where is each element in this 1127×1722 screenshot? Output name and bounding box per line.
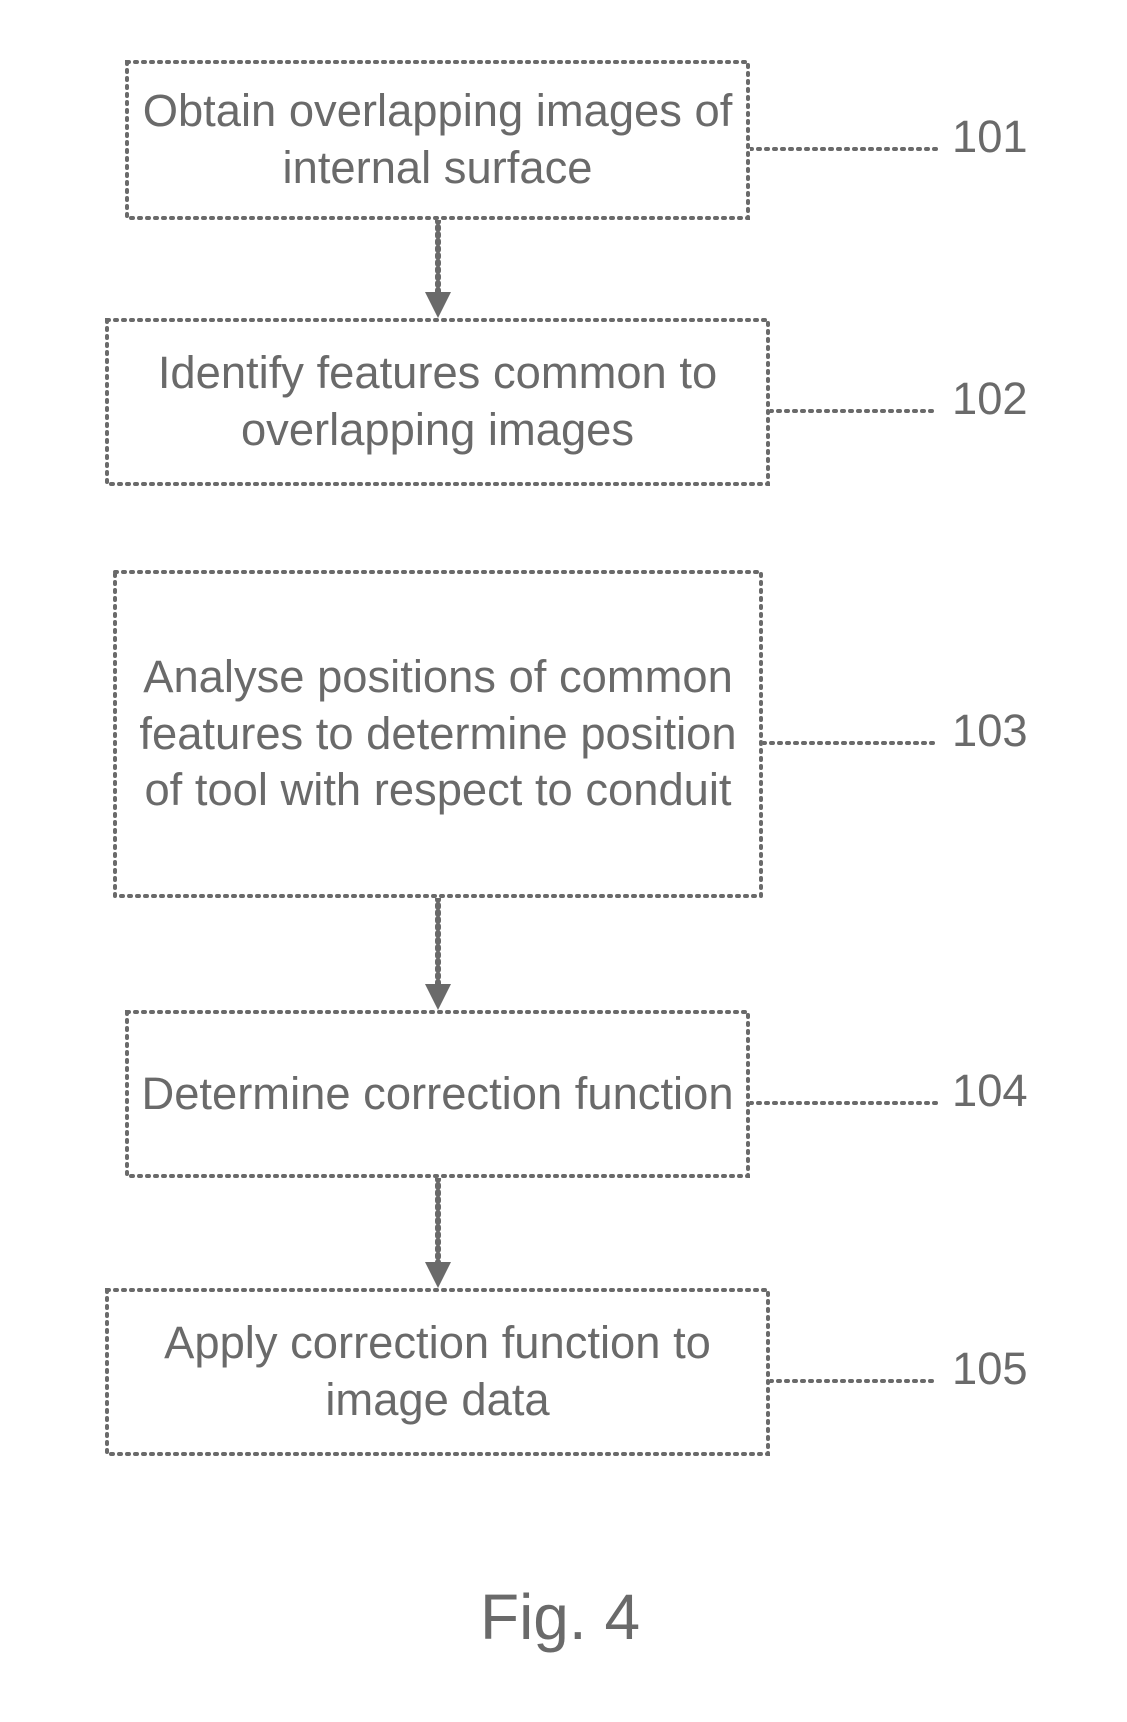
- flow-node-label: 105: [952, 1343, 1028, 1395]
- flow-node-n2: Identify features common to overlapping …: [105, 318, 770, 486]
- flow-edge: [425, 220, 451, 318]
- figure-canvas: Obtain overlapping images of internal su…: [0, 0, 1127, 1722]
- flow-node-n4: Determine correction function: [125, 1010, 750, 1178]
- label-connector: [750, 138, 938, 142]
- flow-edge: [425, 1178, 451, 1288]
- label-connector: [770, 400, 938, 404]
- flow-edge: [425, 898, 451, 1010]
- label-connector: [750, 1092, 938, 1096]
- flow-node-text: Obtain overlapping images of internal su…: [139, 83, 736, 196]
- flow-node-text: Analyse positions of common features to …: [127, 649, 749, 819]
- figure-caption: Fig. 4: [430, 1580, 690, 1660]
- flow-node-n1: Obtain overlapping images of internal su…: [125, 60, 750, 220]
- flow-node-label: 101: [952, 111, 1028, 163]
- flow-node-text: Determine correction function: [139, 1066, 736, 1123]
- flow-node-n5: Apply correction function to image data: [105, 1288, 770, 1456]
- flow-node-n3: Analyse positions of common features to …: [113, 570, 763, 898]
- flow-node-text: Identify features common to overlapping …: [119, 345, 756, 458]
- flow-node-label: 102: [952, 373, 1028, 425]
- label-connector: [770, 1370, 938, 1374]
- flow-node-text: Apply correction function to image data: [119, 1315, 756, 1428]
- label-connector: [763, 732, 938, 736]
- flow-node-label: 103: [952, 705, 1028, 757]
- flow-node-label: 104: [952, 1065, 1028, 1117]
